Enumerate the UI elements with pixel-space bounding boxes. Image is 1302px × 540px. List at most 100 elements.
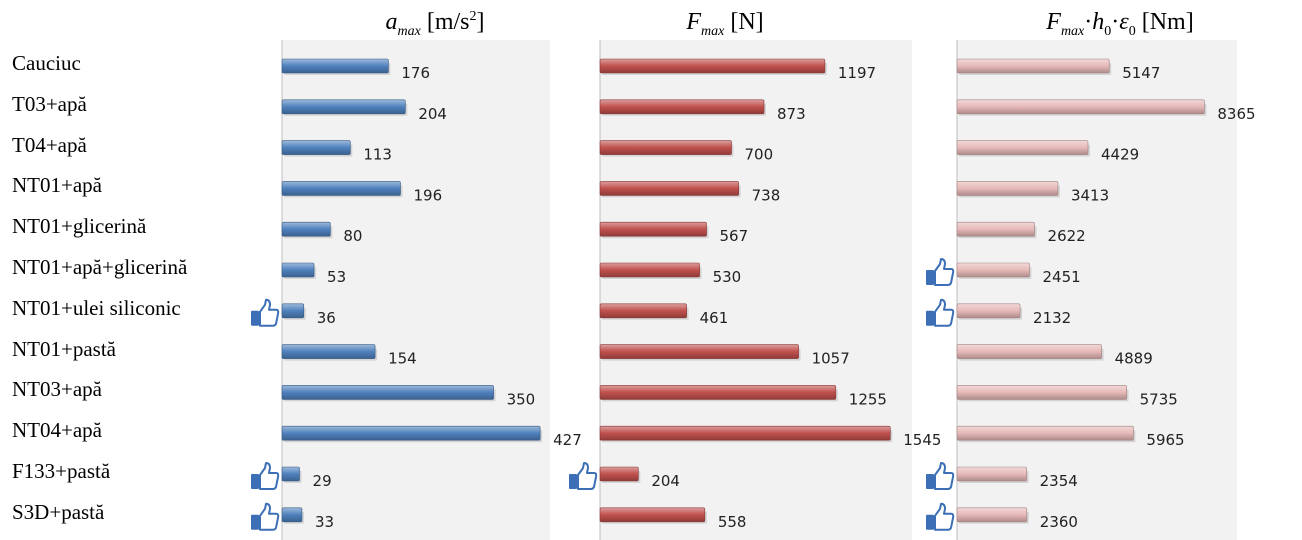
title-e-unit: [Nm] <box>1135 9 1194 35</box>
data-label: 154 <box>388 350 417 368</box>
bar <box>956 99 1205 115</box>
thumbs-up-icon <box>251 502 280 531</box>
data-label: 1057 <box>812 350 850 368</box>
bar <box>956 466 1027 482</box>
data-label: 113 <box>363 146 392 164</box>
bar <box>281 507 303 523</box>
thumbs-up-icon <box>926 462 955 490</box>
bar <box>956 425 1134 441</box>
thumbs-up-icon <box>926 258 955 286</box>
category-label: F133+pastă <box>12 459 111 483</box>
category-label: T04+apă <box>12 132 87 157</box>
chart-panel-1: 176 204 113 196 80 53 36 154 350 427 29 33 <box>251 40 582 540</box>
thumb-hand <box>259 462 280 490</box>
data-label: 461 <box>700 309 729 327</box>
category-label: NT01+glicerină <box>12 214 147 239</box>
data-label: 5965 <box>1146 431 1184 449</box>
category-label: NT01+apă+glicerină <box>12 255 188 279</box>
bar <box>281 140 351 155</box>
title-f-sub: max <box>701 23 725 39</box>
title-e-sub1: max <box>1060 23 1085 39</box>
bar <box>599 221 707 237</box>
data-label: 2622 <box>1048 227 1086 245</box>
data-label: 53 <box>327 268 346 286</box>
panel-background <box>600 40 912 540</box>
bar <box>956 507 1028 523</box>
category-label: T03+apă <box>12 91 87 116</box>
bar <box>599 262 700 278</box>
thumbs-up-icon <box>926 502 955 531</box>
title-e-symbol2: h <box>1092 9 1105 35</box>
thumbs-up-icon <box>926 298 955 327</box>
data-label: 8365 <box>1217 105 1255 123</box>
data-label: 5735 <box>1140 390 1178 408</box>
bar <box>281 99 406 115</box>
thumb-cuff <box>926 514 934 530</box>
bar <box>281 385 494 400</box>
bar <box>599 140 732 155</box>
thumb-cuff <box>251 474 259 489</box>
data-label: 80 <box>343 227 362 245</box>
bar <box>281 344 376 359</box>
title-e-dot2: · <box>1111 9 1120 35</box>
data-label: 29 <box>313 472 332 490</box>
thumb-cuff <box>926 310 934 326</box>
bar <box>956 262 1030 278</box>
data-label: 1197 <box>838 64 876 82</box>
bar <box>956 221 1035 237</box>
category-label: NT01+pastă <box>12 336 116 361</box>
bar <box>956 344 1102 359</box>
data-label: 873 <box>777 105 806 123</box>
thumb-hand <box>259 502 280 531</box>
thumb-hand <box>259 298 280 327</box>
thumb-hand <box>577 462 598 490</box>
data-label: 350 <box>507 390 536 408</box>
title-e-symbol3: ε <box>1119 9 1129 35</box>
data-label: 738 <box>752 186 781 204</box>
thumb-cuff <box>926 270 934 285</box>
bar <box>281 425 541 441</box>
data-label: 2451 <box>1042 268 1080 286</box>
bar <box>599 58 826 74</box>
category-label: NT03+apă <box>12 377 102 402</box>
data-label: 2360 <box>1040 513 1078 531</box>
title-f-symbol: F <box>686 9 701 35</box>
bar <box>281 58 389 74</box>
bar <box>599 99 765 115</box>
data-label: 2354 <box>1040 472 1078 490</box>
bar <box>281 466 300 482</box>
title-e-sub3: 0 <box>1128 23 1136 39</box>
thumb-cuff <box>569 474 577 489</box>
panel-background <box>957 40 1237 540</box>
thumb-hand <box>934 258 955 286</box>
data-label: 3413 <box>1071 186 1109 204</box>
data-label: 700 <box>745 146 774 164</box>
chart-panel-3: 5147 8365 4429 3413 2622 2451 2132 4889 5735 5965… <box>926 40 1256 540</box>
thumb-hand <box>934 462 955 490</box>
panel-title-fmax: Fmax [N] <box>650 9 800 43</box>
title-a-unit: [m/s <box>420 9 470 35</box>
data-label: 4429 <box>1101 146 1139 164</box>
data-label: 558 <box>718 513 747 531</box>
data-label: 427 <box>553 431 582 449</box>
title-a-sup: 2 <box>469 9 477 24</box>
data-label: 36 <box>317 309 336 327</box>
bar <box>599 466 639 482</box>
data-label: 530 <box>713 268 742 286</box>
bar <box>599 303 687 319</box>
thumb-cuff <box>926 474 934 489</box>
thumb-hand <box>934 298 955 327</box>
bar <box>281 303 305 319</box>
bar <box>599 181 739 196</box>
thumbs-up-icon <box>251 298 280 327</box>
category-label: NT04+apă <box>12 418 102 443</box>
data-label: 196 <box>413 186 442 204</box>
thumb-cuff <box>251 514 259 530</box>
title-a-close: ] <box>476 9 485 35</box>
category-label: NT01+ulei siliconic <box>12 295 181 320</box>
bar <box>956 385 1127 400</box>
data-label: 2132 <box>1033 309 1071 327</box>
title-e-sub2: 0 <box>1104 23 1112 39</box>
